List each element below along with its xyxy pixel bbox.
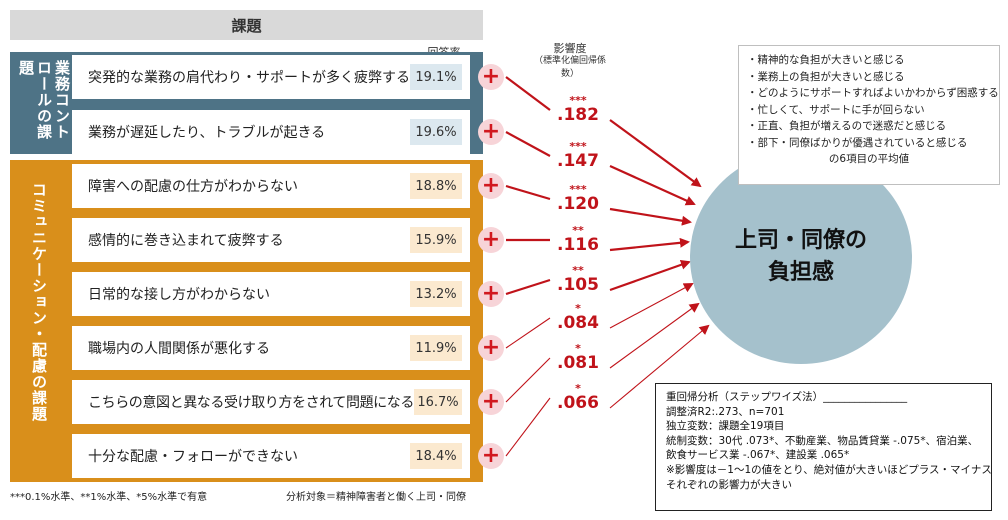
issue-label: 障害への配慮の仕方がわからない [88,179,298,195]
significance-footnote: ***0.1%水準、**1%水準、*5%水準で有意 [10,492,208,503]
note-footer: の6項目の平均値 [828,153,910,165]
coefficient-label: *** .147 [548,140,608,171]
coefficient-header: 影響度 （標準化偏回帰係数） [530,42,610,81]
group-label-business-control: 業務コントロールの課題 [17,60,71,140]
coefficient-title: 影響度 [553,42,587,55]
group-label-communication: コミュニケーション・配慮の課題 [30,182,48,422]
influence-arrow [506,240,688,250]
coefficient-value: .116 [557,235,599,255]
issue-row: 十分な配慮・フォローができない 18.4% [72,434,470,478]
significance-stars: *** [569,94,587,107]
significance-stars: * [575,342,581,355]
coefficient-label: * .084 [548,302,608,333]
coefficient-label: * .081 [548,342,608,373]
issue-row: 障害への配慮の仕方がわからない 18.8% [72,164,470,208]
coefficient-label: * .066 [548,382,608,413]
target-line1: 上司・同僚の [734,228,867,253]
target-burden-circle: 上司・同僚の 負担感 [690,150,912,364]
coefficient-label: *** .182 [548,94,608,125]
influence-arrow [505,262,689,296]
issue-label: 業務が遅延したり、トラブルが起きる [88,125,326,141]
significance-stars: * [575,382,581,395]
plus-icon: + [478,389,504,415]
issue-row: 業務が遅延したり、トラブルが起きる 19.6% [72,110,470,154]
significance-stars: *** [569,140,587,153]
significance-stars: * [575,302,581,315]
influence-arrow [505,131,694,204]
regression-line: 重回帰分析（ステップワイズ法）________________ [666,391,908,403]
note-line: ・忙しくて、サポートに手が回らない [747,103,925,116]
plus-icon: + [478,335,504,361]
regression-line: 統制変数：30代 .073*、不動産業、物品賃貸業 -.075*、宿泊業、 [666,434,979,447]
regression-line: ※影響度は－1～1の値をとり、絶対値が大きいほどプラス・マイナス [666,463,992,476]
coefficient-value: .084 [557,313,599,333]
influence-arrow [505,326,708,457]
regression-line: それぞれの影響力が大きい [666,478,792,491]
issue-label: 突発的な業務の肩代わり・サポートが多く疲弊する [88,70,410,86]
issue-row: 突発的な業務の肩代わり・サポートが多く疲弊する 19.1% [72,55,470,99]
issue-label: 職場内の人間関係が悪化する [88,341,270,357]
issue-label: 日常的な接し方がわからない [88,287,270,303]
note-line: ・部下・同僚ばかりが優遇されていると感じる [747,136,968,149]
coefficient-subtitle: （標準化偏回帰係数） [533,56,606,79]
plus-icon: + [478,64,504,90]
influence-arrow [505,184,690,222]
answer-rate-value: 18.4% [410,443,462,469]
plus-icon: + [478,227,504,253]
subject-footnote: 分析対象＝精神障害者と働く上司・同僚 [286,492,466,503]
target-definition-note: ・精神的な負担が大きいと感じる ・業務上の負担が大きいと感じる ・どのようにサポ… [738,45,1000,185]
regression-line: 飲食サービス業 -.067*、建設業 .065* [666,449,850,462]
answer-rate-value: 15.9% [410,227,462,253]
regression-line: 独立変数：課題全19項目 [666,420,785,433]
header-title: 課題 [231,16,262,35]
issue-label: こちらの意図と異なる受け取り方をされて問題になる [88,395,414,411]
plus-icon: + [478,173,504,199]
plus-icon: + [478,443,504,469]
regression-line: 調整済R2:.273、n=701 [666,405,785,418]
coefficient-value: .182 [557,105,599,125]
answer-rate-value: 19.6% [410,119,462,145]
coefficient-value: .105 [557,275,599,295]
influence-arrow [505,284,692,349]
influence-arrow [505,304,698,403]
coefficient-value: .081 [557,353,599,373]
answer-rate-value: 11.9% [410,335,462,361]
coefficient-label: *** .120 [548,183,608,214]
regression-info-box: 重回帰分析（ステップワイズ法）________________ 調整済R2:.2… [655,383,992,511]
coefficient-label: ** .116 [548,224,608,255]
plus-icon: + [478,119,504,145]
significance-stars: ** [572,264,584,277]
coefficient-value: .066 [557,393,599,413]
plus-icon: + [478,281,504,307]
significance-stars: *** [569,183,587,196]
note-line: ・正直、負担が増えるので迷惑だと感じる [747,120,947,132]
issue-row: 職場内の人間関係が悪化する 11.9% [72,326,470,370]
target-line2: 負担感 [767,260,834,285]
note-line: ・どのようにサポートすればよいかわからず困惑する [747,87,999,99]
coefficient-label: ** .105 [548,264,608,295]
influence-arrow [505,76,700,186]
coefficient-value: .147 [557,151,599,171]
issue-row: 日常的な接し方がわからない 13.2% [72,272,470,316]
issue-label: 十分な配慮・フォローができない [88,449,298,465]
significance-stars: ** [572,224,584,237]
section-header: 課題 [10,10,483,40]
issue-row: 感情的に巻き込まれて疲弊する 15.9% [72,218,470,262]
note-line: ・業務上の負担が大きいと感じる [747,70,905,83]
group-communication: コミュニケーション・配慮の課題 [10,160,483,482]
answer-rate-value: 13.2% [410,281,462,307]
coefficient-value: .120 [557,194,599,214]
note-line: ・精神的な負担が大きいと感じる [747,54,905,66]
answer-rate-value: 16.7% [413,389,462,415]
answer-rate-value: 18.8% [410,173,462,199]
issue-label: 感情的に巻き込まれて疲弊する [88,233,284,249]
answer-rate-value: 19.1% [410,64,462,90]
issue-row: こちらの意図と異なる受け取り方をされて問題になる 16.7% [72,380,470,424]
